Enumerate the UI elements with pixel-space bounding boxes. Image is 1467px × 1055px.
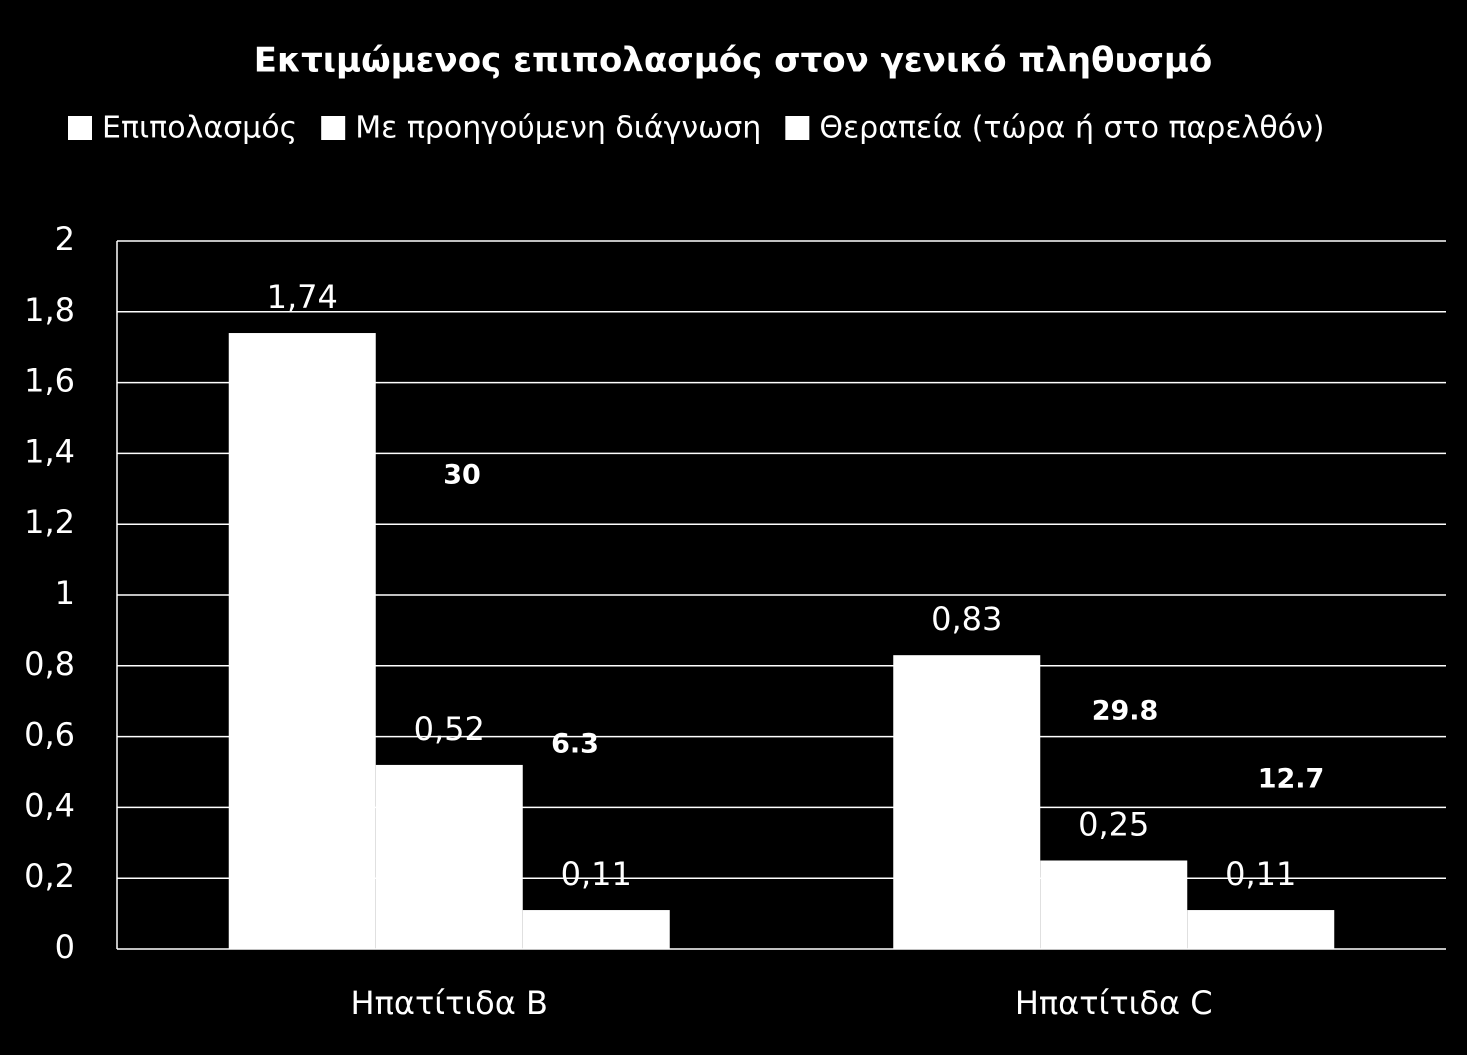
value-label: 0,25 [1078, 806, 1149, 844]
x-tick-label: Ηπατίτιδα B [351, 984, 548, 1022]
y-tick-label: 1 [55, 574, 75, 612]
bar [1187, 910, 1335, 949]
legend-swatch [68, 116, 92, 140]
annotation: 30 [443, 460, 481, 491]
annotation: 29.8 [1092, 696, 1159, 727]
bar [228, 333, 376, 949]
y-tick-label: 1,8 [24, 291, 75, 329]
y-tick-label: 0,8 [24, 645, 75, 683]
bar [1040, 860, 1188, 949]
x-tick-label: Ηπατίτιδα C [1015, 984, 1213, 1022]
chart-title: Εκτιμώμενος επιπολασμός στον γενικό πληθ… [254, 41, 1213, 81]
y-tick-label: 0,6 [24, 716, 75, 754]
bar [522, 910, 670, 949]
value-label: 0,11 [561, 855, 632, 893]
y-tick-label: 1,4 [24, 432, 75, 470]
y-tick-label: 1,2 [24, 503, 75, 541]
legend-swatch [321, 116, 346, 140]
legend-label: Με προηγούμενη διάγνωση [355, 111, 761, 146]
value-label: 0,83 [931, 600, 1002, 638]
bar [375, 764, 523, 949]
y-tick-label: 0,2 [24, 857, 75, 895]
y-tick-label: 2 [55, 220, 75, 258]
value-label: 0,11 [1225, 855, 1296, 893]
legend-swatch [785, 116, 810, 140]
annotation: 12.7 [1258, 764, 1325, 795]
legend-label: Θεραπεία (τώρα ή στο παρελθόν) [819, 111, 1324, 146]
y-tick-label: 0,4 [24, 786, 75, 824]
annotation: 6.3 [551, 729, 599, 760]
y-tick-label: 1,6 [24, 362, 75, 400]
y-tick-label: 0 [55, 928, 75, 966]
value-label: 1,74 [267, 278, 338, 316]
value-label: 0,52 [414, 710, 485, 748]
legend-label: Επιπολασμός [102, 111, 297, 146]
bar [893, 655, 1041, 949]
